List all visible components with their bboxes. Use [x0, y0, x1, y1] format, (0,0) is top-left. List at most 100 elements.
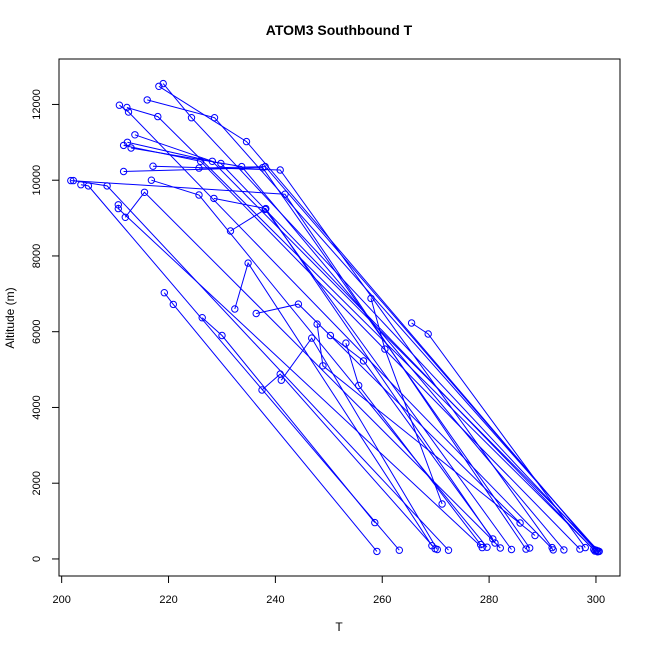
data-point [516, 519, 524, 527]
y-tick-label: 12000 [31, 89, 43, 120]
profile-line [316, 324, 536, 536]
data-point [507, 545, 516, 554]
profile-line [330, 335, 494, 540]
data-point [258, 386, 266, 394]
profile-series [407, 319, 589, 552]
y-tick-label: 10000 [31, 165, 43, 196]
data-point [140, 188, 149, 197]
data-point [496, 544, 504, 552]
data-point [342, 339, 350, 347]
data-point [187, 114, 196, 122]
profile-line [280, 337, 438, 550]
x-tick-label: 280 [480, 594, 498, 606]
profile-series [342, 339, 485, 549]
profile-line [131, 147, 565, 551]
data-point [407, 319, 416, 327]
data-point [196, 157, 205, 166]
data-point [252, 309, 260, 318]
profile-line [134, 134, 600, 552]
data-point [226, 227, 235, 235]
chart-title: ATOM3 Southbound T [266, 22, 413, 38]
profile-line [80, 184, 400, 551]
data-point [593, 548, 602, 556]
profile-series [115, 101, 557, 554]
data-point [114, 201, 123, 209]
profile-series [121, 188, 504, 552]
profile-line [234, 261, 433, 546]
data-point [381, 345, 389, 353]
data-point [244, 259, 252, 267]
data-point [155, 82, 163, 91]
data-point [371, 518, 379, 527]
profile-line [370, 298, 443, 505]
profile-series [123, 138, 599, 555]
profile-line [163, 292, 378, 552]
x-axis: 200 220 240 260 280 300 [52, 575, 605, 606]
x-tick-label: 260 [373, 594, 391, 606]
profile-series [114, 201, 486, 552]
data-point [123, 138, 132, 147]
data-point [359, 357, 368, 365]
data-point [277, 376, 285, 384]
data-point [433, 545, 441, 554]
plot-frame [58, 58, 621, 577]
profile-series [147, 176, 491, 551]
data-point [444, 546, 453, 554]
data-point [276, 166, 284, 174]
data-point [576, 545, 584, 553]
data-point [261, 205, 269, 214]
profile-line [345, 342, 481, 545]
profile-line [117, 204, 483, 548]
profile-line [201, 317, 376, 523]
x-tick-label: 220 [159, 594, 177, 606]
data-point [143, 96, 151, 104]
data-point [355, 381, 363, 390]
data-point [491, 539, 499, 547]
data-point [127, 144, 135, 152]
data-point [154, 112, 162, 121]
x-axis-label: T [335, 620, 343, 634]
data-point [438, 500, 446, 508]
profile-line [158, 85, 597, 551]
data-point [119, 167, 128, 176]
profile-line [151, 179, 488, 548]
y-tick-label: 8000 [31, 244, 43, 268]
profile-line [162, 83, 597, 551]
data-point [294, 300, 303, 308]
y-tick-label: 0 [31, 556, 43, 562]
profile-series [119, 164, 534, 552]
data-point [319, 362, 327, 370]
data-point [526, 544, 534, 552]
data-point [121, 213, 130, 222]
profile-line [124, 191, 501, 549]
profile-line [123, 167, 531, 549]
data-point [231, 305, 239, 313]
profile-series [123, 103, 598, 554]
y-tick-label: 6000 [31, 319, 43, 343]
profile-line [411, 322, 586, 548]
data-point [218, 331, 226, 340]
profile-series [159, 79, 601, 555]
data-point [424, 330, 432, 338]
profile-series [326, 331, 497, 543]
data-point [84, 182, 93, 190]
profile-line [127, 141, 596, 552]
profile-line [213, 197, 496, 544]
profile-line [126, 107, 595, 550]
data-point [373, 547, 381, 556]
data-point [483, 543, 491, 551]
profile-series [210, 194, 499, 547]
profile-series [143, 96, 602, 555]
data-point [198, 314, 206, 322]
x-tick-label: 300 [587, 594, 605, 606]
profile-line [261, 373, 436, 550]
profile-line [70, 180, 527, 550]
data-point [195, 191, 203, 199]
profile-line [256, 303, 521, 524]
profile-series [252, 300, 524, 527]
profile-series [226, 205, 516, 554]
data-point [367, 294, 375, 303]
data-point [114, 204, 123, 213]
profile-series [277, 334, 441, 554]
